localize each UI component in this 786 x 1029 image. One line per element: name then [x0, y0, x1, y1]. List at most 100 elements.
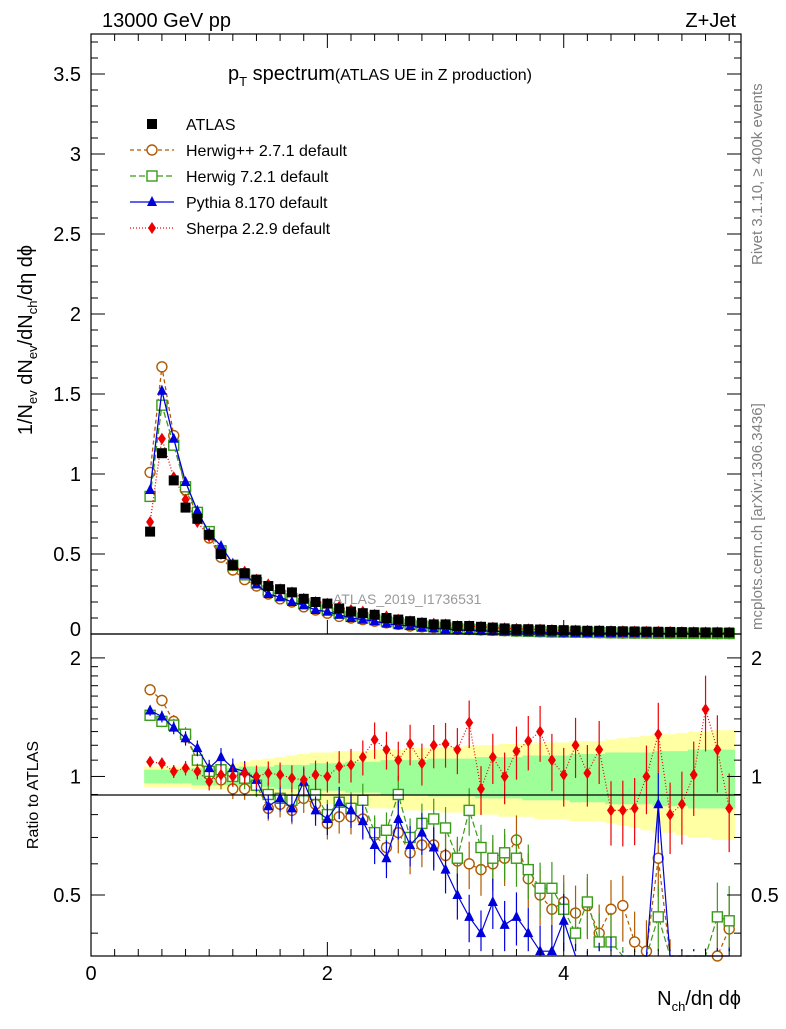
ratio-point-pythia-8-170-default — [440, 863, 451, 874]
ratio-point-sherpa-2-2-9-default — [217, 768, 225, 781]
ratio-point-herwig-7-2-1-default — [439, 822, 452, 834]
ratio-point-sherpa-2-2-9-default — [358, 751, 367, 764]
legend-marker-sherpa-2-2-9-default — [148, 222, 156, 234]
ratio-y-axis-label: Ratio to ATLAS — [25, 741, 42, 849]
x-axis-label: Nch/dη dϕ — [657, 988, 741, 1014]
main-point-atlas — [641, 626, 652, 637]
ratio-point-pythia-8-170-default — [204, 762, 215, 773]
ratio-series-sherpa-2-2-9-default — [146, 675, 734, 855]
main-point-atlas — [239, 568, 250, 579]
main-point-atlas — [251, 574, 262, 585]
legend-marker-herwig-2-7-1-default — [146, 144, 158, 156]
main-point-atlas — [381, 613, 392, 623]
x-tick-label: 0 — [85, 963, 96, 985]
ratio-point-sherpa-2-2-9-default — [146, 755, 155, 768]
main-point-atlas — [428, 619, 439, 630]
ratio-point-sherpa-2-2-9-default — [524, 735, 533, 748]
main-point-atlas — [653, 626, 664, 637]
ratio-point-herwig-7-2-1-default — [357, 794, 369, 806]
ratio-point-sherpa-2-2-9-default — [618, 804, 627, 817]
axes-layer: 0 2 4 0.5 1 1.5 2 2.5 3 3.5 0 0.5 0.5 1 1 2 2 — [53, 34, 779, 985]
y-tick-label: 2 — [70, 304, 81, 326]
ratio-point-herwig-7-2-1-default — [522, 863, 534, 876]
ratio-point-herwig-7-2-1-default — [475, 841, 487, 854]
ratio-point-sherpa-2-2-9-default — [666, 808, 675, 821]
main-point-atlas — [393, 614, 404, 625]
ratio-point-sherpa-2-2-9-default — [488, 751, 497, 764]
ratio-point-pythia-8-170-default — [499, 918, 510, 929]
ratio-point-sherpa-2-2-9-default — [311, 768, 320, 781]
ratio-point-herwig-7-2-1-default — [428, 813, 440, 825]
main-point-pythia-8-170-default — [322, 605, 333, 616]
ratio-point-pythia-8-170-default — [369, 838, 380, 849]
main-point-atlas — [617, 626, 628, 637]
ratio-point-sherpa-2-2-9-default — [394, 754, 403, 767]
ratio-point-sherpa-2-2-9-default — [299, 773, 308, 786]
main-point-pythia-8-170-default — [192, 504, 203, 515]
main-line-herwig-7-2-1-default — [149, 405, 730, 635]
ratio-point-herwig-7-2-1-default — [569, 927, 582, 939]
main-point-pythia-8-170-default — [357, 613, 368, 624]
legend-entry-herwig-2-7-1-default: Herwig++ 2.7.1 default — [130, 143, 348, 160]
ratio-point-herwig-7-2-1-default — [463, 804, 475, 817]
main-point-atlas — [168, 475, 179, 486]
ratio-point-sherpa-2-2-9-default — [453, 743, 462, 756]
ratio-point-herwig-7-2-1-default — [498, 847, 511, 859]
ratio-point-pythia-8-170-default — [357, 815, 368, 826]
main-point-atlas — [724, 627, 735, 638]
ratio-point-sherpa-2-2-9-default — [181, 762, 190, 775]
ratio-point-sherpa-2-2-9-default — [689, 768, 698, 781]
ratio-point-sherpa-2-2-9-default — [382, 743, 391, 756]
ratio-point-pythia-8-170-default — [322, 812, 333, 823]
ratio-point-pythia-8-170-default — [405, 838, 416, 849]
ratio-line-herwig-2-7-1-default — [149, 689, 730, 957]
main-point-atlas — [665, 626, 676, 637]
ratio-point-herwig-7-2-1-default — [534, 882, 546, 894]
main-point-atlas — [452, 621, 463, 631]
main-point-atlas — [676, 627, 687, 638]
legend-entry-herwig-7-2-1-default: Herwig 7.2.1 default — [130, 169, 329, 186]
main-point-atlas — [357, 608, 368, 619]
main-point-atlas — [606, 626, 616, 637]
legend-marker-herwig-7-2-1-default — [146, 170, 158, 182]
ratio-point-pythia-8-170-default — [263, 800, 274, 811]
x-tick-label: 4 — [558, 963, 569, 985]
analysis-watermark: ATLAS_2019_I1736531 — [333, 591, 482, 607]
main-point-atlas — [487, 622, 498, 633]
main-point-atlas — [476, 621, 486, 632]
ratio-point-pythia-8-170-default — [523, 927, 534, 938]
main-point-sherpa-2-2-9-default — [157, 432, 166, 445]
ratio-point-pythia-8-170-default — [464, 910, 475, 921]
main-point-atlas — [405, 616, 416, 627]
ratio-point-sherpa-2-2-9-default — [595, 743, 604, 756]
ratio-point-pythia-8-170-default — [275, 792, 286, 803]
top-left-label: 13000 GeV pp — [102, 10, 231, 32]
ratio-point-pythia-8-170-default — [334, 796, 345, 807]
ratio-point-sherpa-2-2-9-default — [512, 745, 521, 758]
main-point-pythia-8-170-default — [145, 484, 156, 494]
ratio-point-sherpa-2-2-9-default — [193, 765, 202, 778]
main-point-pythia-8-170-default — [275, 591, 286, 602]
main-point-pythia-8-170-default — [156, 384, 167, 395]
ratio-point-sherpa-2-2-9-default — [630, 802, 639, 815]
legend-marker-pythia-8-170-default — [147, 196, 157, 206]
ratio-tick-label-left: 1 — [70, 766, 81, 788]
y-tick-label: 3.5 — [53, 64, 81, 86]
main-point-atlas — [629, 626, 640, 637]
main-point-atlas — [546, 625, 557, 635]
rivet-side-label: Rivet 3.1.10, ≥ 400k events — [749, 83, 766, 265]
ratio-tick-label-left: 0.5 — [53, 885, 81, 907]
ratio-point-herwig-7-2-1-default — [191, 754, 204, 766]
main-point-atlas — [712, 627, 723, 638]
title-word: spectrum — [247, 63, 335, 85]
ratio-point-pythia-8-170-default — [428, 841, 439, 852]
legend-label-atlas: ATLAS — [186, 117, 236, 134]
ratio-point-sherpa-2-2-9-default — [370, 733, 379, 746]
ratio-point-sherpa-2-2-9-default — [725, 802, 734, 815]
ratio-point-pythia-8-170-default — [546, 945, 557, 956]
ratio-point-sherpa-2-2-9-default — [477, 782, 485, 795]
ratio-point-herwig-7-2-1-default — [711, 911, 724, 923]
ratio-point-pythia-8-170-default — [381, 852, 392, 863]
